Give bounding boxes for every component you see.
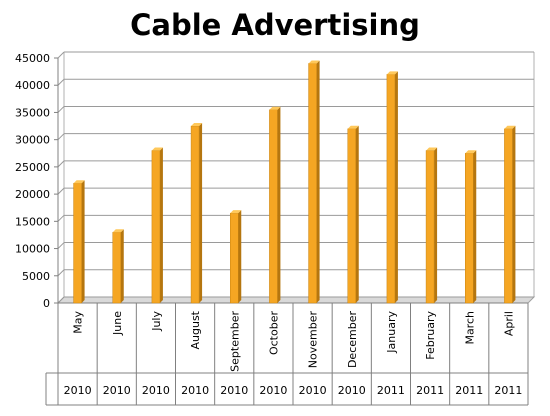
bar [73,182,82,304]
category-label: February [424,311,437,360]
year-label: 2010 [220,384,248,397]
year-label: 2010 [338,384,366,397]
bar-side [159,147,163,303]
label-layer: 0 5000 10000 15000 20000 25000 30000 35000 40000… [15,52,522,397]
y-tick-label: 5000 [22,270,50,283]
bar-side [199,123,203,303]
bar [386,74,396,304]
bar [308,63,317,304]
year-label: 2010 [103,384,131,397]
bar-side [316,60,320,303]
bar-top [230,210,242,214]
category-label: December [346,311,359,369]
bar-top [151,147,163,151]
bar [465,153,474,304]
bar [190,125,200,304]
gridline-depth [57,160,65,168]
bar-top [308,60,320,64]
y-tick-label: 35000 [15,106,50,119]
y-tick-label: 40000 [15,79,50,92]
year-label: 2011 [455,384,483,397]
bar-layer [73,60,516,304]
category-label: March [463,311,476,345]
bar-side [394,71,398,303]
gridline-depth [57,242,65,249]
category-label: November [307,311,320,369]
bar [347,128,356,304]
bar-side [81,180,85,303]
y-tick-label: 45000 [15,52,50,65]
y-tick-label: 10000 [15,243,50,256]
bar-side [473,150,477,303]
bar-top [191,123,203,127]
year-label: 2010 [142,384,170,397]
year-label: 2011 [494,384,522,397]
y-tick-label: 20000 [15,188,50,201]
bar [269,109,278,304]
y-tick-label: 15000 [15,215,50,228]
year-label: 2010 [299,384,327,397]
bar-side [277,106,281,303]
gridline-depth [57,187,65,195]
y-tick-label: 0 [43,297,50,310]
category-label: August [189,310,202,349]
category-label: July [150,311,163,332]
category-label: May [72,311,85,334]
bar-top [347,125,359,129]
year-label: 2010 [64,384,92,397]
bar-side [120,229,124,303]
bar-top [386,71,398,75]
category-label: April [502,311,515,336]
chart-floor [56,296,536,304]
bar-side [355,125,359,304]
year-label: 2010 [181,384,209,397]
category-label: June [111,311,124,336]
bar-top [112,229,124,233]
bar [230,212,239,304]
axis-layer [45,57,529,406]
gridline-depth [57,106,65,113]
bar-top [269,106,281,110]
bar-side [512,125,516,304]
bar-side [434,147,438,303]
bar [504,128,513,304]
bar [112,231,121,304]
y-tick-label: 25000 [15,161,50,174]
year-label: 2010 [259,384,287,397]
category-label: October [267,311,280,355]
gridline-depth [57,133,65,141]
bar-top [73,180,85,184]
grid-layer [56,51,536,304]
gridline-depth [57,296,65,304]
y-tick-label: 30000 [15,134,50,147]
category-label: January [385,311,398,354]
bar-top [465,150,477,154]
gridline-depth [57,214,65,222]
year-label: 2011 [377,384,405,397]
gridline-depth [57,51,65,59]
gridline-depth [57,78,65,86]
year-label: 2011 [416,384,444,397]
category-label: September [228,311,241,372]
bar-top [426,147,438,151]
bar-top [504,125,516,129]
chart-title: Cable Advertising [130,8,420,42]
bar-side [238,210,242,303]
gridline-depth [57,269,65,277]
bar [425,150,435,304]
bar [151,150,161,304]
